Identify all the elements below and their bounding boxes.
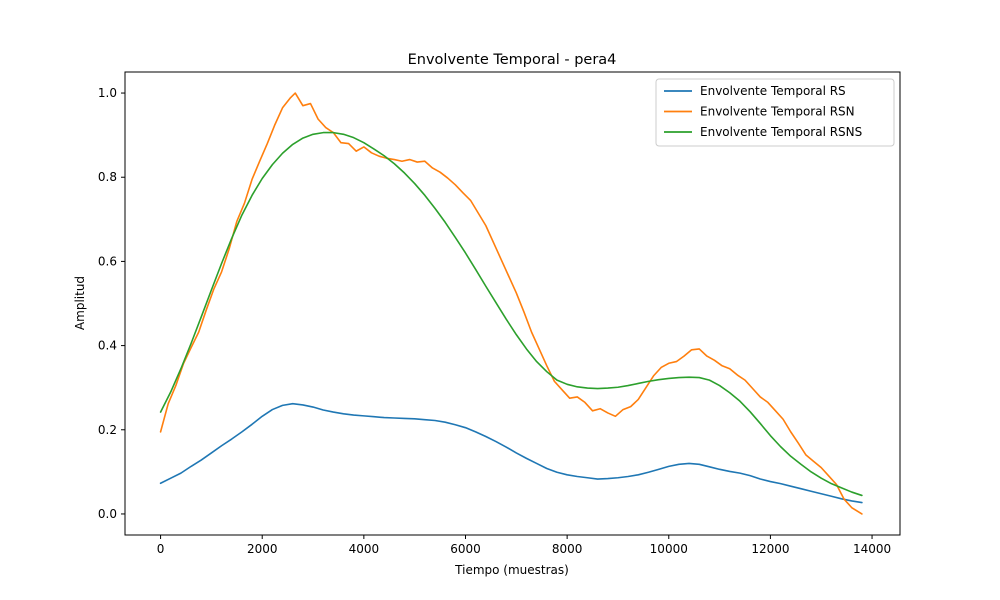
x-tick-label: 8000 [552,542,583,556]
legend-label-2: Envolvente Temporal RSN [700,105,855,119]
y-tick-label: 0.6 [98,254,117,268]
plot-frame [124,71,901,536]
series-line-3 [159,131,863,497]
y-tick-label: 0.4 [98,339,117,353]
x-tick-label: 0 [157,542,165,556]
y-axis: 0.0 0.2 0.4 0.6 0.8 1.0 [98,86,125,521]
x-tick-label: 2000 [247,542,278,556]
y-tick-label: 1.0 [98,86,117,100]
x-tick-label: 6000 [450,542,481,556]
y-tick-label: 0.2 [98,423,117,437]
x-tick-label: 4000 [349,542,380,556]
legend-label-1: Envolvente Temporal RS [700,84,846,98]
chart-title: Envolvente Temporal - pera4 [408,52,617,68]
x-axis-label: Tiempo (muestras) [454,563,569,577]
y-axis-label: Amplitud [73,276,87,330]
y-tick-label: 0.0 [98,507,117,521]
legend-label-3: Envolvente Temporal RSNS [700,125,862,139]
x-tick-label: 12000 [751,542,789,556]
plot-series [159,92,863,515]
x-axis: 0 2000 4000 6000 8000 10000 12000 14000 [157,535,891,556]
y-tick-label: 0.8 [98,170,117,184]
series-line-1 [159,402,863,504]
series-line-2 [159,92,863,515]
x-tick-label: 14000 [853,542,891,556]
legend-frame [655,78,895,147]
x-tick-label: 10000 [650,542,688,556]
legend: Envolvente Temporal RS Envolvente Tempora… [655,78,895,147]
